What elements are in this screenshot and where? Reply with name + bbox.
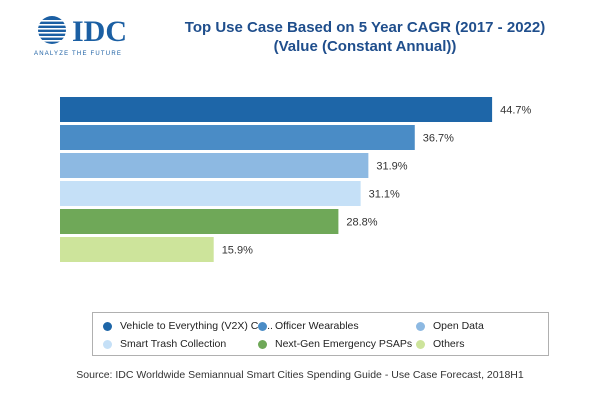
bar-6: [60, 237, 214, 262]
source-note: Source: IDC Worldwide Semiannual Smart C…: [76, 369, 524, 381]
legend-item: Open Data: [416, 319, 484, 333]
legend-item: Next-Gen Emergency PSAPs: [258, 337, 412, 351]
bar-chart: 44.7% 36.7% 31.9% 31.1% 28.8% 15.9%: [60, 97, 532, 262]
bar-value-label: 31.9%: [376, 161, 407, 173]
legend-item: Others: [416, 337, 465, 351]
bar-group: 44.7% 36.7% 31.9% 31.1% 28.8% 15.9%: [60, 97, 532, 262]
legend-swatch-icon: [258, 339, 267, 349]
chart-title-block: Top Use Case Based on 5 Year CAGR (2017 …: [150, 18, 580, 56]
logo-wordmark: IDC: [72, 15, 127, 48]
legend-label: Smart Trash Collection: [120, 338, 227, 350]
legend-swatch-icon: [103, 321, 112, 331]
bar-4: [60, 181, 361, 206]
legend-label: Vehicle to Everything (V2X) Co...: [120, 320, 273, 332]
bar-2: [60, 125, 415, 150]
bar-1: [60, 97, 493, 122]
legend-item: Vehicle to Everything (V2X) Co...: [103, 319, 273, 333]
legend-item: Officer Wearables: [258, 319, 359, 333]
legend-label: Next-Gen Emergency PSAPs: [275, 338, 413, 350]
chart-subtitle: (Value (Constant Annual)): [273, 38, 457, 55]
chart-title: Top Use Case Based on 5 Year CAGR (2017 …: [184, 19, 546, 36]
bar-value-label: 15.9%: [222, 245, 253, 257]
bar-value-label: 28.8%: [346, 217, 377, 229]
legend-swatch-icon: [258, 321, 267, 331]
bar-3: [60, 153, 369, 178]
legend-label: Others: [433, 338, 465, 350]
idc-logo: IDC ANALYZE THE FUTURE: [34, 15, 127, 57]
bar-5: [60, 209, 339, 234]
bar-value-label: 31.1%: [369, 189, 400, 201]
bar-value-label: 36.7%: [423, 133, 454, 145]
globe-icon: [38, 16, 66, 44]
legend-item: Smart Trash Collection: [103, 337, 226, 351]
legend-label: Open Data: [433, 320, 484, 332]
legend-swatch-icon: [103, 339, 112, 349]
legend-label: Officer Wearables: [275, 320, 359, 332]
legend-swatch-icon: [416, 321, 425, 331]
chart-legend: Vehicle to Everything (V2X) Co... Officer…: [92, 312, 549, 356]
legend-swatch-icon: [416, 339, 425, 349]
bar-value-label: 44.7%: [500, 105, 531, 117]
logo-tagline: ANALYZE THE FUTURE: [34, 51, 122, 57]
